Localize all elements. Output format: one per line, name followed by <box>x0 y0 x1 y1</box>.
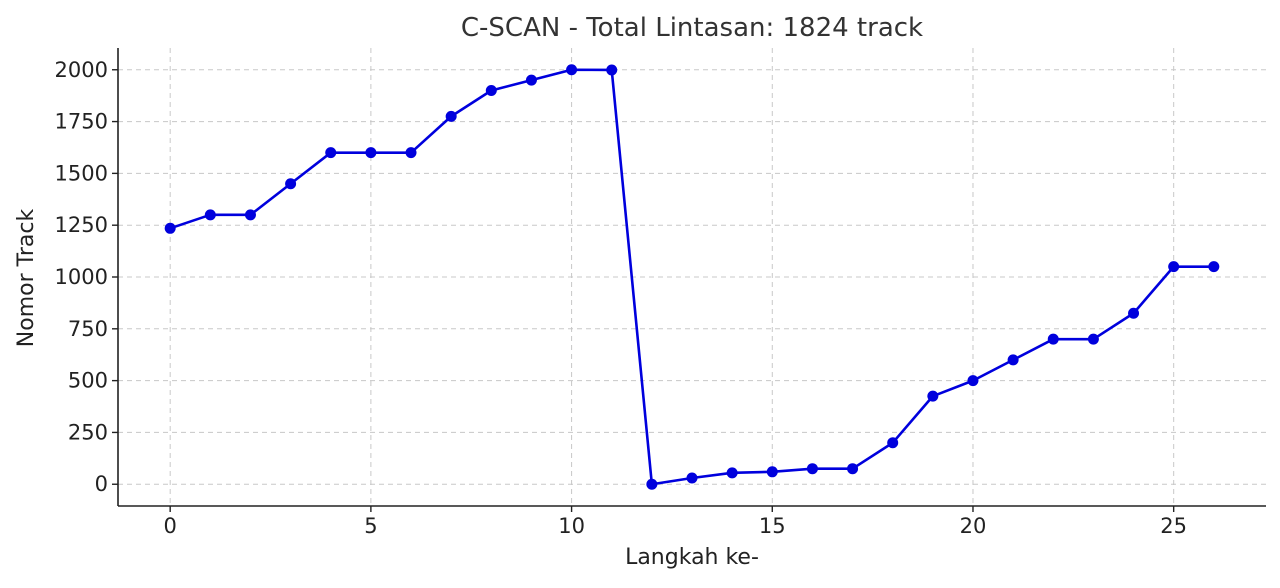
data-point <box>806 463 818 475</box>
data-point <box>887 437 899 449</box>
y-tick-label: 1250 <box>55 213 108 237</box>
data-point <box>325 147 337 159</box>
data-point <box>1168 261 1180 273</box>
y-tick-label: 0 <box>95 472 108 496</box>
x-axis-label: Langkah ke- <box>625 545 759 570</box>
data-point <box>445 110 457 122</box>
data-point <box>646 478 658 490</box>
chart-title: C-SCAN - Total Lintasan: 1824 track <box>461 13 923 43</box>
data-point <box>566 64 578 76</box>
y-tick-label: 2000 <box>55 58 108 82</box>
data-point <box>485 84 497 96</box>
data-point <box>244 209 256 221</box>
data-point <box>1087 333 1099 345</box>
series <box>164 64 1220 490</box>
data-point <box>927 390 939 402</box>
data-point <box>967 375 979 387</box>
data-point <box>365 147 377 159</box>
grid <box>118 48 1266 506</box>
y-tick-label: 500 <box>68 369 108 393</box>
data-point <box>686 472 698 484</box>
x-tick-label: 0 <box>163 514 176 538</box>
x-tick-label: 15 <box>759 514 786 538</box>
data-point <box>1128 307 1140 319</box>
x-tick-label: 20 <box>960 514 987 538</box>
data-point <box>1007 354 1019 366</box>
data-point <box>606 64 618 76</box>
x-tick-label: 5 <box>364 514 377 538</box>
y-tick-label: 1750 <box>55 110 108 134</box>
y-tick-label: 1000 <box>55 265 108 289</box>
y-tick-label: 1500 <box>55 161 108 185</box>
data-point <box>1047 333 1059 345</box>
data-point <box>525 74 537 86</box>
data-point <box>847 463 859 475</box>
y-tick-label: 750 <box>68 317 108 341</box>
data-point <box>726 467 738 479</box>
y-axis-label: Nomor Track <box>14 209 39 348</box>
y-tick-label: 250 <box>68 420 108 444</box>
data-point <box>405 147 417 159</box>
x-tick-label: 25 <box>1160 514 1187 538</box>
data-point <box>204 209 216 221</box>
x-tick-label: 10 <box>558 514 585 538</box>
data-point <box>766 466 778 478</box>
data-point <box>1208 261 1220 273</box>
data-point <box>285 178 297 190</box>
data-point <box>164 222 176 234</box>
